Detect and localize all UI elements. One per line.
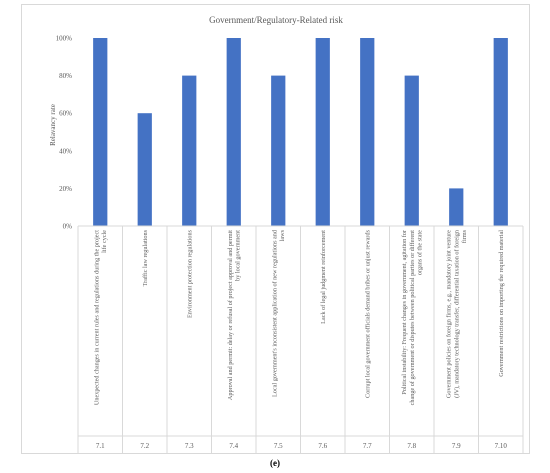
bar bbox=[493, 38, 508, 226]
category-description: Corrupt local government officials deman… bbox=[364, 229, 371, 398]
bar bbox=[93, 38, 108, 226]
category-description-line: by local government bbox=[235, 230, 242, 281]
y-tick-label: 20% bbox=[59, 185, 72, 193]
category-description: Government policies on foreign firms, e.… bbox=[446, 229, 468, 398]
category-description-line: Government policies on foreign firms, e.… bbox=[446, 230, 453, 398]
category-description-line: change of government or disputes between… bbox=[409, 230, 416, 406]
panel-label: (e) bbox=[270, 458, 280, 468]
category-description-line: Environment protection regulations bbox=[186, 229, 193, 318]
bar bbox=[271, 75, 286, 226]
category-description-line: Government restrictions on importing the… bbox=[498, 230, 505, 377]
category-code: 7.2 bbox=[140, 442, 149, 450]
bars bbox=[93, 38, 508, 226]
bar bbox=[360, 38, 375, 226]
category-description-line: Unexpected changes in current rules and … bbox=[93, 230, 100, 405]
category-description: Local government's inconsistent applicat… bbox=[271, 229, 286, 397]
y-tick-label: 0% bbox=[63, 223, 73, 231]
category-code: 7.3 bbox=[185, 442, 194, 450]
category-code: 7.1 bbox=[96, 442, 105, 450]
y-tick-labels: 0% 20% 40% 60% 80% 100% bbox=[56, 35, 73, 231]
category-description-line: life cycle bbox=[101, 230, 108, 253]
category-description-line: organs of the state bbox=[416, 230, 423, 275]
category-description: Political instability: Frequent changes … bbox=[401, 230, 423, 406]
bar bbox=[404, 75, 419, 226]
bar bbox=[137, 113, 152, 226]
bar-chart: Government/Regulatory-Related risk Relav… bbox=[49, 15, 524, 453]
chart-frame: Government/Regulatory-Related risk Relav… bbox=[21, 4, 530, 454]
category-description: Unexpected changes in current rules and … bbox=[93, 230, 108, 405]
y-axis-label: Relavancy rate bbox=[49, 104, 57, 146]
y-tick-label: 80% bbox=[59, 72, 72, 80]
category-description-line: Approval and permit: delay or refusal of… bbox=[227, 230, 234, 400]
category-description-line: Lack of legal judgment reinforcement bbox=[320, 230, 327, 324]
category-code: 7.9 bbox=[452, 442, 461, 450]
category-description-line: firms bbox=[461, 229, 468, 243]
category-description-line: (JV), mandatory technology transfer, dif… bbox=[453, 230, 460, 398]
category-description: Government restrictions on importing the… bbox=[498, 230, 505, 377]
category-code: 7.5 bbox=[274, 442, 283, 450]
category-descriptions: Unexpected changes in current rules and … bbox=[93, 229, 504, 405]
category-description: Lack of legal judgment reinforcement bbox=[320, 230, 327, 324]
category-description-line: Corrupt local government officials deman… bbox=[364, 229, 371, 398]
category-table-lines bbox=[77, 225, 524, 453]
category-description-line: Local government's inconsistent applicat… bbox=[271, 229, 278, 397]
y-tick-label: 100% bbox=[56, 35, 73, 43]
chart-title: Government/Regulatory-Related risk bbox=[209, 15, 343, 25]
category-description: Approval and permit: delay or refusal of… bbox=[227, 230, 242, 400]
bar bbox=[182, 75, 197, 226]
category-description-line: laws bbox=[279, 229, 286, 241]
category-code: 7.4 bbox=[229, 442, 238, 450]
category-codes: 7.1 7.2 7.3 7.4 7.5 7.6 7.7 7.8 7.9 7.10 bbox=[96, 442, 508, 450]
bar bbox=[315, 38, 330, 226]
category-description: Environment protection regulations bbox=[186, 229, 193, 318]
bar bbox=[226, 38, 241, 226]
y-tick-label: 60% bbox=[59, 110, 72, 118]
bar bbox=[449, 188, 464, 226]
category-code: 7.8 bbox=[407, 442, 416, 450]
category-code: 7.7 bbox=[363, 442, 372, 450]
category-description-line: Political instability: Frequent changes … bbox=[401, 230, 408, 395]
category-description-line: Traffic law regulations bbox=[142, 229, 149, 286]
category-description: Traffic law regulations bbox=[142, 229, 149, 286]
y-tick-label: 40% bbox=[59, 147, 72, 155]
category-code: 7.6 bbox=[318, 442, 327, 450]
category-code: 7.10 bbox=[495, 442, 508, 450]
